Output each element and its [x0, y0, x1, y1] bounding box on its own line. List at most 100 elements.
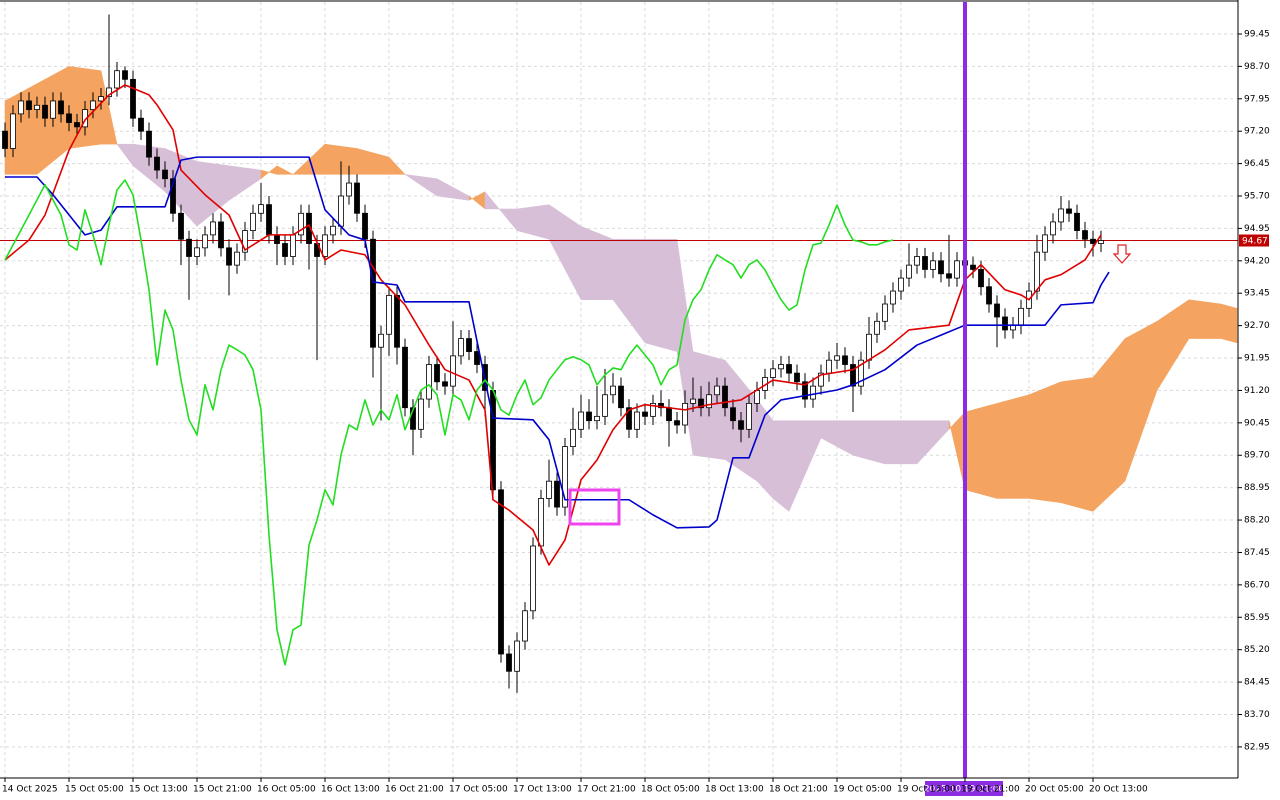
y-tick-label: 93.45	[1244, 289, 1270, 299]
y-tick-label: 86.70	[1244, 580, 1270, 590]
candle-body	[42, 104, 48, 119]
candle-body	[834, 355, 840, 361]
candle-body	[1042, 234, 1048, 253]
x-tick-label: 20 Oct 13:00	[1089, 785, 1148, 795]
candle-body	[602, 394, 608, 417]
candle-body	[306, 212, 312, 244]
y-tick-label: 98.70	[1244, 62, 1270, 72]
candle-body	[682, 402, 688, 426]
candle-body	[706, 394, 712, 409]
candle-body	[194, 247, 200, 257]
candle-body	[98, 96, 104, 102]
candle-body	[506, 653, 512, 672]
candle-body	[730, 407, 736, 422]
candle-body	[930, 260, 936, 270]
candle-body	[898, 277, 904, 292]
cloud-segment	[1220, 303, 1238, 344]
candle-body	[1082, 230, 1088, 240]
candle-body	[666, 407, 672, 422]
indicator-line	[4, 84, 1102, 566]
candle-body	[994, 303, 1000, 318]
candle-body	[554, 480, 560, 508]
x-tick-label: 19 Oct 13:00	[897, 785, 956, 795]
candle-body	[802, 381, 808, 400]
y-tick-label: 97.20	[1244, 127, 1270, 137]
candle-body	[538, 498, 544, 547]
candle-body	[106, 87, 112, 98]
candle-body	[786, 364, 792, 374]
cloud-segment	[276, 165, 294, 175]
y-tick-label: 88.20	[1244, 516, 1270, 526]
marker-label-box	[925, 781, 1003, 796]
candle-body	[850, 364, 856, 387]
price-tag: 94.67	[1242, 237, 1268, 247]
candle-body	[978, 269, 984, 288]
candle-body	[114, 70, 120, 89]
cloud-segment	[1188, 299, 1222, 339]
x-tick-label: 17 Oct 13:00	[513, 785, 572, 795]
candle-body	[594, 415, 600, 422]
candle-body	[986, 286, 992, 305]
x-tick-label: 17 Oct 21:00	[577, 785, 636, 795]
candle-body	[386, 294, 392, 335]
cloud-segment	[964, 403, 998, 499]
y-tick-label: 95.70	[1244, 192, 1270, 202]
y-tick-label: 99.45	[1244, 29, 1270, 39]
candle-body	[290, 234, 296, 257]
candle-body	[810, 385, 816, 400]
candle-body	[514, 640, 520, 672]
y-tick-label: 90.45	[1244, 418, 1270, 428]
cloud-segment	[884, 420, 918, 465]
candle-body	[970, 264, 976, 270]
cloud-segment	[996, 394, 1030, 499]
candle-body	[330, 225, 336, 236]
candle-body	[458, 338, 464, 357]
candle-body	[394, 294, 400, 348]
candle-body	[266, 204, 272, 236]
y-tick-label: 92.70	[1244, 321, 1270, 331]
y-tick-label: 82.95	[1244, 742, 1270, 752]
candle-body	[634, 411, 640, 430]
candle-body	[138, 117, 144, 132]
candle-body	[562, 446, 568, 508]
cloud-segment	[1060, 377, 1094, 512]
candle-body	[1018, 307, 1024, 327]
candle-body	[578, 411, 584, 430]
candle-body	[154, 156, 160, 171]
sell-arrow	[1112, 244, 1132, 264]
candle-body	[1050, 221, 1056, 236]
candle-body	[450, 355, 456, 387]
y-tick-label: 94.95	[1244, 224, 1270, 234]
x-tick-label: 16 Oct 05:00	[257, 785, 316, 795]
candle-body	[242, 230, 248, 253]
candle-body	[162, 169, 168, 180]
candle-body	[642, 411, 648, 417]
candle-body	[186, 238, 192, 257]
candle-body	[626, 407, 632, 430]
axis-layer: 99.45 98.70 97.95 97.20 96.45 95.70 94.95 94.20…	[2, 29, 1270, 794]
candle-body	[26, 100, 32, 110]
x-tick-label: 15 Oct 13:00	[129, 785, 188, 795]
candle-body	[58, 100, 64, 115]
candle-body	[698, 398, 704, 409]
candle-body	[658, 402, 664, 409]
candle-body	[202, 234, 208, 249]
cloud-segment	[772, 420, 790, 512]
candle-body	[722, 385, 728, 409]
candle-body	[378, 333, 384, 348]
candle-body	[690, 398, 696, 404]
candle-body	[10, 113, 16, 149]
candle-body	[130, 78, 136, 119]
indicator-line	[4, 179, 894, 666]
candle-body	[882, 303, 888, 322]
candle-body	[146, 130, 152, 158]
x-tick-label: 19 Oct 21:00	[961, 785, 1020, 795]
cloud-segment	[388, 156, 406, 175]
candle-body	[906, 264, 912, 279]
candle-body	[546, 480, 552, 499]
x-tick-label: 16 Oct 21:00	[385, 785, 444, 795]
cloud-segment	[580, 225, 614, 300]
y-tick-label: 97.95	[1244, 94, 1270, 104]
y-tick-label: 89.70	[1244, 451, 1270, 461]
